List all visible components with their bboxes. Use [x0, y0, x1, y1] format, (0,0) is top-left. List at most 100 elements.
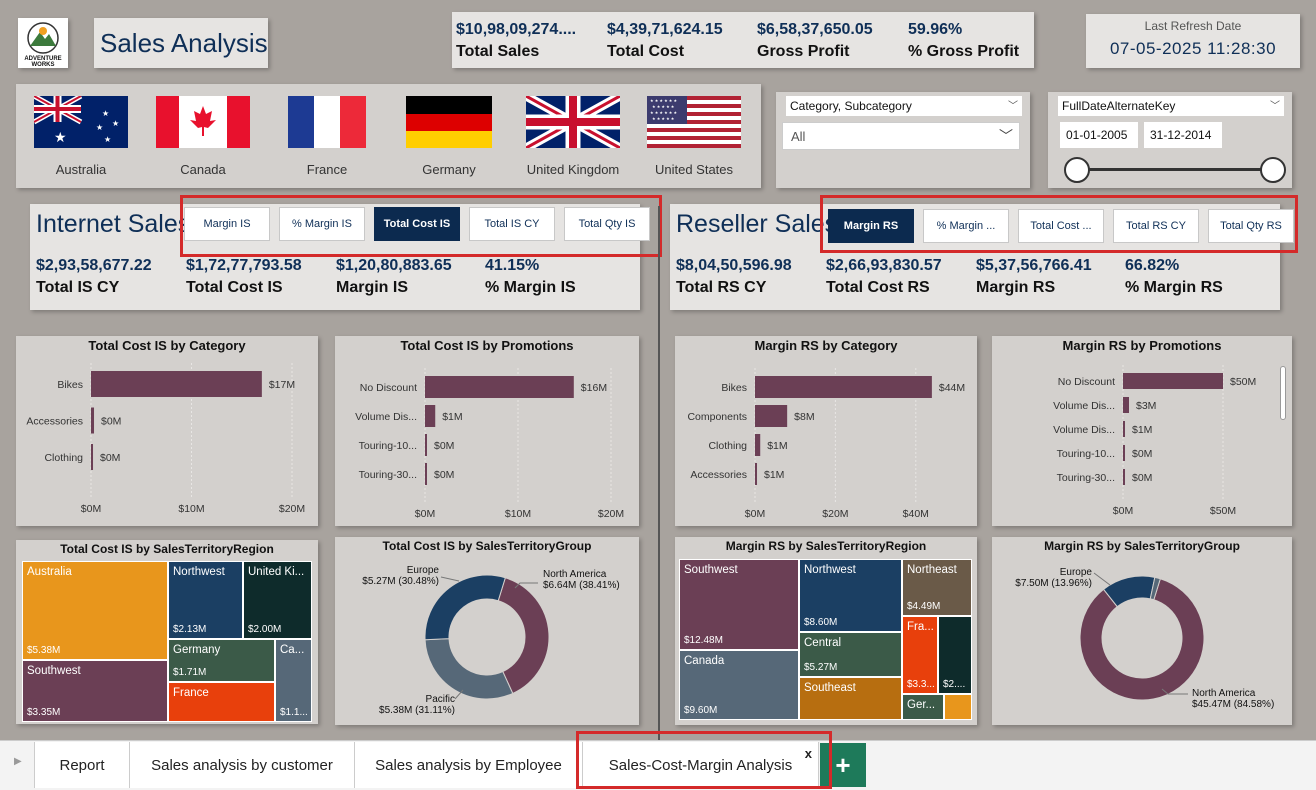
total-rs-cy-label: Total RS CY: [676, 279, 767, 296]
country-label: United States: [654, 162, 734, 177]
total-cost-rs-button[interactable]: Total Cost ...: [1018, 209, 1104, 243]
date-dropdown-header[interactable]: FullDateAlternateKey ﹀: [1058, 96, 1284, 116]
treemap-cell-germany[interactable]: Germany $1.71M: [168, 639, 275, 682]
cell-value: $2.00M: [248, 624, 282, 635]
country-slicer: ★ ★ ★ ★ ★ Australia Canada France: [16, 84, 761, 188]
cell-name: Southeast: [804, 682, 856, 694]
cell-name: Northwest: [173, 566, 225, 578]
donut-slice: [424, 574, 506, 641]
treemap-cell-canada[interactable]: Ca... $1.1...: [275, 639, 312, 722]
total-rs-cy-button[interactable]: Total RS CY: [1113, 209, 1199, 243]
donut-label-pacific: Pacific $5.38M (31.11%): [371, 694, 455, 716]
treemap-margin-rs-region: Margin RS by SalesTerritoryRegion Southw…: [675, 537, 977, 725]
bar: [1123, 397, 1129, 413]
pct-margin-rs-button[interactable]: % Margin ...: [923, 209, 1009, 243]
treemap-cell-australia[interactable]: [944, 694, 972, 720]
treemap-cell-central[interactable]: Central $5.27M: [799, 632, 902, 677]
donut-svg: [424, 574, 550, 700]
date-start-input[interactable]: 01-01-2005: [1060, 122, 1138, 148]
treemap-cell-germany[interactable]: Ger...: [902, 694, 944, 720]
total-cost-value: $4,39,71,624.15: [607, 21, 723, 38]
country-germany[interactable]: Germany: [406, 96, 492, 182]
treemap-cell-canada[interactable]: Canada $9.60M: [679, 650, 799, 720]
treemap-cell-southwest[interactable]: Southwest $3.35M: [22, 660, 168, 722]
close-icon[interactable]: x: [804, 746, 812, 761]
logo-card: ADVENTURE WORKS: [18, 18, 68, 68]
category-label: Accessories: [26, 416, 83, 428]
treemap-cell-united-kingdom[interactable]: $2....: [938, 616, 972, 694]
total-cost-is-button[interactable]: Total Cost IS: [374, 207, 460, 241]
category-label: Accessories: [690, 469, 747, 481]
tab-label: Sales-Cost-Margin Analysis: [608, 756, 793, 774]
slice-name: Europe: [1059, 567, 1092, 578]
svg-text:★ ★ ★ ★ ★: ★ ★ ★ ★ ★: [652, 116, 675, 121]
data-label: $3M: [1136, 400, 1156, 412]
category-dropdown-header[interactable]: Category, Subcategory ﹀: [786, 96, 1022, 116]
total-is-cy-value: $2,93,58,677.22: [36, 257, 152, 274]
date-end-input[interactable]: 31-12-2014: [1144, 122, 1222, 148]
margin-rs-button[interactable]: Margin RS: [828, 209, 914, 243]
total-qty-is-button[interactable]: Total Qty IS: [564, 207, 650, 241]
data-label: $0M: [434, 469, 454, 481]
treemap-cell-france[interactable]: France: [168, 682, 275, 722]
treemap-cell-australia[interactable]: Australia $5.38M: [22, 561, 168, 660]
treemap-cell-northwest[interactable]: Northwest $8.60M: [799, 559, 902, 632]
gross-profit-pct-label: % Gross Profit: [908, 43, 1020, 60]
bar-chart-cost-is-promotions: Total Cost IS by Promotions $0M $10M $20M N…: [335, 336, 639, 526]
tab-sales-cost-margin[interactable]: Sales-Cost-Margin Analysis x: [583, 742, 819, 788]
tab-sales-by-employee[interactable]: Sales analysis by Employee: [355, 742, 583, 788]
pct-margin-is-button[interactable]: % Margin IS: [279, 207, 365, 241]
total-is-cy-button[interactable]: Total IS CY: [469, 207, 555, 241]
country-canada[interactable]: Canada: [156, 96, 250, 182]
tab-sales-by-customer[interactable]: Sales analysis by customer: [130, 742, 355, 788]
total-rs-cy-value: $8,04,50,596.98: [676, 257, 792, 274]
total-qty-rs-button[interactable]: Total Qty RS: [1208, 209, 1294, 243]
highlight-internet-buttons: [180, 195, 662, 257]
tab-report[interactable]: Report: [34, 742, 130, 788]
donut-label-north-america: North America $6.64M (38.41%): [543, 569, 620, 591]
treemap-cell-southwest[interactable]: Southwest $12.48M: [679, 559, 799, 650]
treemap-cell-northwest[interactable]: Northwest $2.13M: [168, 561, 243, 639]
country-france[interactable]: France: [288, 96, 366, 182]
scrollbar[interactable]: [1280, 366, 1286, 420]
date-range-start-handle[interactable]: [1064, 157, 1090, 183]
date-range-end-handle[interactable]: [1260, 157, 1286, 183]
cell-value: $3.35M: [27, 707, 61, 718]
category-label: Volume Dis...: [1053, 400, 1115, 412]
bar: [91, 407, 95, 434]
total-sales-label: Total Sales: [456, 43, 540, 60]
country-united-kingdom[interactable]: United Kingdom: [526, 96, 620, 182]
add-tab-button[interactable]: +: [820, 743, 866, 787]
date-range-track: [1076, 168, 1274, 171]
data-label: $0M: [101, 416, 121, 428]
bar: [425, 376, 574, 398]
donut-label-europe: Europe $7.50M (13.96%): [1002, 567, 1092, 589]
gross-profit-label: Gross Profit: [757, 43, 850, 60]
donut-leader-lines: [440, 576, 538, 700]
country-united-states[interactable]: ★ ★ ★ ★ ★ ★ ★ ★ ★ ★ ★ ★ ★ ★ ★ ★ ★ ★ ★ ★ ★ …: [647, 96, 741, 182]
category-select[interactable]: All ﹀: [782, 122, 1020, 150]
cell-value: $2.13M: [173, 624, 207, 635]
data-label: $0M: [1132, 448, 1152, 460]
treemap-cell-southeast[interactable]: Southeast: [799, 677, 902, 720]
data-label: $1M: [1132, 424, 1152, 436]
donut-label-europe: Europe $5.27M (30.48%): [361, 565, 439, 587]
country-australia[interactable]: ★ ★ ★ ★ ★ Australia: [34, 96, 128, 182]
margin-is-value: $1,20,80,883.65: [336, 257, 452, 274]
svg-text:★ ★ ★ ★ ★ ★: ★ ★ ★ ★ ★ ★: [650, 98, 677, 103]
chevron-down-icon: ﹀: [1270, 101, 1280, 112]
treemap-cell-united-kingdom[interactable]: United Ki... $2.00M: [243, 561, 312, 639]
tab-scroll-left-icon[interactable]: ▶: [14, 756, 22, 767]
data-label: $0M: [100, 452, 120, 464]
x-tick-label: $20M: [598, 508, 624, 520]
pct-margin-is-value: 41.15%: [485, 257, 540, 274]
margin-is-button[interactable]: Margin IS: [184, 207, 270, 241]
total-cost-is-value: $1,72,77,793.58: [186, 257, 302, 274]
bar: [91, 444, 94, 470]
x-tick-label: $40M: [903, 508, 929, 520]
treemap-cell-northeast[interactable]: Northeast $4.49M: [902, 559, 972, 616]
treemap-cell-france[interactable]: Fra... $3.3...: [902, 616, 938, 694]
slice-value: $45.47M (84.58%): [1192, 699, 1275, 710]
data-label: $0M: [434, 440, 454, 452]
slice-value: $5.38M (31.11%): [379, 705, 455, 716]
